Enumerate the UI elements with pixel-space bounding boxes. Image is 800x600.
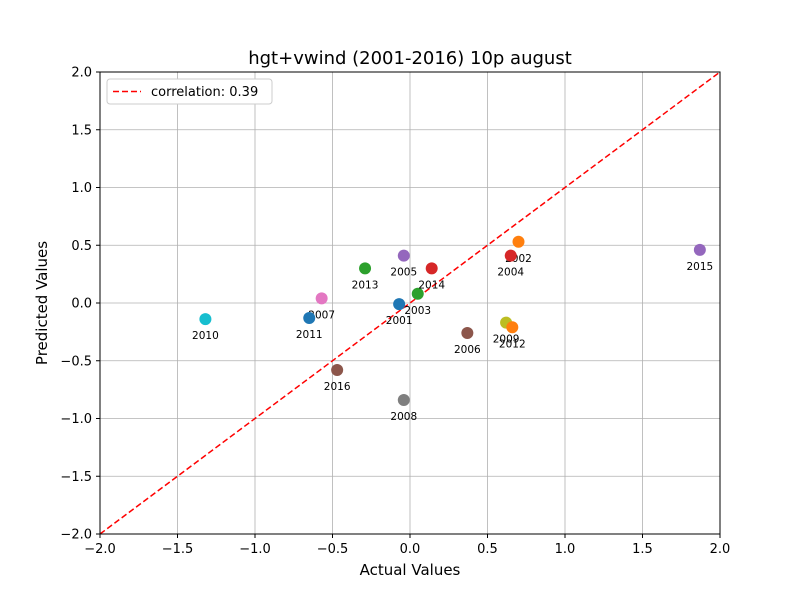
data-point-2004 [504, 249, 517, 262]
x-tick-label: −1.5 [162, 542, 194, 557]
x-tick-label: −1.0 [239, 542, 271, 557]
correlation-reference-line [99, 71, 721, 535]
data-point-2008 [397, 394, 410, 407]
data-point-label-2014: 2014 [418, 279, 445, 291]
data-points: 2001200220032004200520062007200820092010… [192, 235, 713, 423]
data-point-2015 [693, 243, 706, 256]
y-tick-label: −1.0 [60, 412, 92, 427]
data-point-label-2013: 2013 [352, 279, 379, 291]
y-tick-label: 1.5 [71, 123, 92, 138]
x-tick-label: 0.0 [400, 542, 421, 557]
x-tick-label: −0.5 [317, 542, 349, 557]
data-point-2002 [512, 235, 525, 248]
x-axis-ticks: −2.0 −1.5 −1.0 −0.5 0.0 0.5 1.0 1.5 2.0 [84, 534, 730, 557]
y-tick-label: 0.5 [71, 239, 92, 254]
y-tick-label: 1.0 [71, 181, 92, 196]
data-point-2006 [461, 327, 474, 340]
y-tick-label: −1.5 [60, 470, 92, 485]
y-tick-label: −2.0 [60, 528, 92, 543]
chart-title: hgt+vwind (2001-2016) 10p august [248, 48, 572, 69]
y-tick-label: 2.0 [71, 66, 92, 81]
legend-box [106, 78, 273, 105]
data-point-2016 [331, 363, 344, 376]
x-tick-label: −2.0 [84, 542, 116, 557]
x-tick-label: 1.0 [555, 542, 576, 557]
legend-label: correlation: 0.39 [151, 85, 258, 100]
y-tick-label: −0.5 [60, 354, 92, 369]
legend: correlation: 0.39 [106, 78, 273, 105]
data-point-label-2006: 2006 [454, 344, 481, 356]
x-axis-label: Actual Values [360, 561, 461, 579]
data-point-2010 [199, 313, 212, 326]
data-point-label-2005: 2005 [390, 267, 417, 279]
data-point-2011 [303, 312, 316, 325]
data-point-label-2008: 2008 [390, 411, 417, 423]
data-point-label-2012: 2012 [499, 338, 526, 350]
data-point-label-2016: 2016 [324, 381, 351, 393]
data-point-2001 [393, 298, 406, 311]
data-point-label-2001: 2001 [386, 315, 413, 327]
data-point-label-2003: 2003 [404, 305, 431, 317]
x-tick-label: 2.0 [710, 542, 731, 557]
data-point-label-2004: 2004 [497, 267, 524, 279]
y-axis-ticks: −2.0 −1.5 −1.0 −0.5 0.0 0.5 1.0 1.5 2.0 [60, 66, 100, 543]
data-point-2013 [359, 262, 372, 275]
x-tick-label: 0.5 [477, 542, 498, 557]
data-point-2005 [397, 249, 410, 262]
data-point-2012 [506, 321, 519, 334]
data-point-label-2010: 2010 [192, 330, 219, 342]
data-point-label-2009: 2009 [493, 334, 520, 346]
y-axis-label: Predicted Values [33, 241, 51, 365]
data-point-2003 [411, 287, 424, 300]
y-tick-label: 0.0 [71, 297, 92, 312]
data-point-2014 [425, 262, 438, 275]
data-point-label-2011: 2011 [296, 329, 323, 341]
data-point-2007 [315, 292, 328, 305]
data-point-label-2015: 2015 [686, 261, 713, 273]
x-tick-label: 1.5 [632, 542, 653, 557]
